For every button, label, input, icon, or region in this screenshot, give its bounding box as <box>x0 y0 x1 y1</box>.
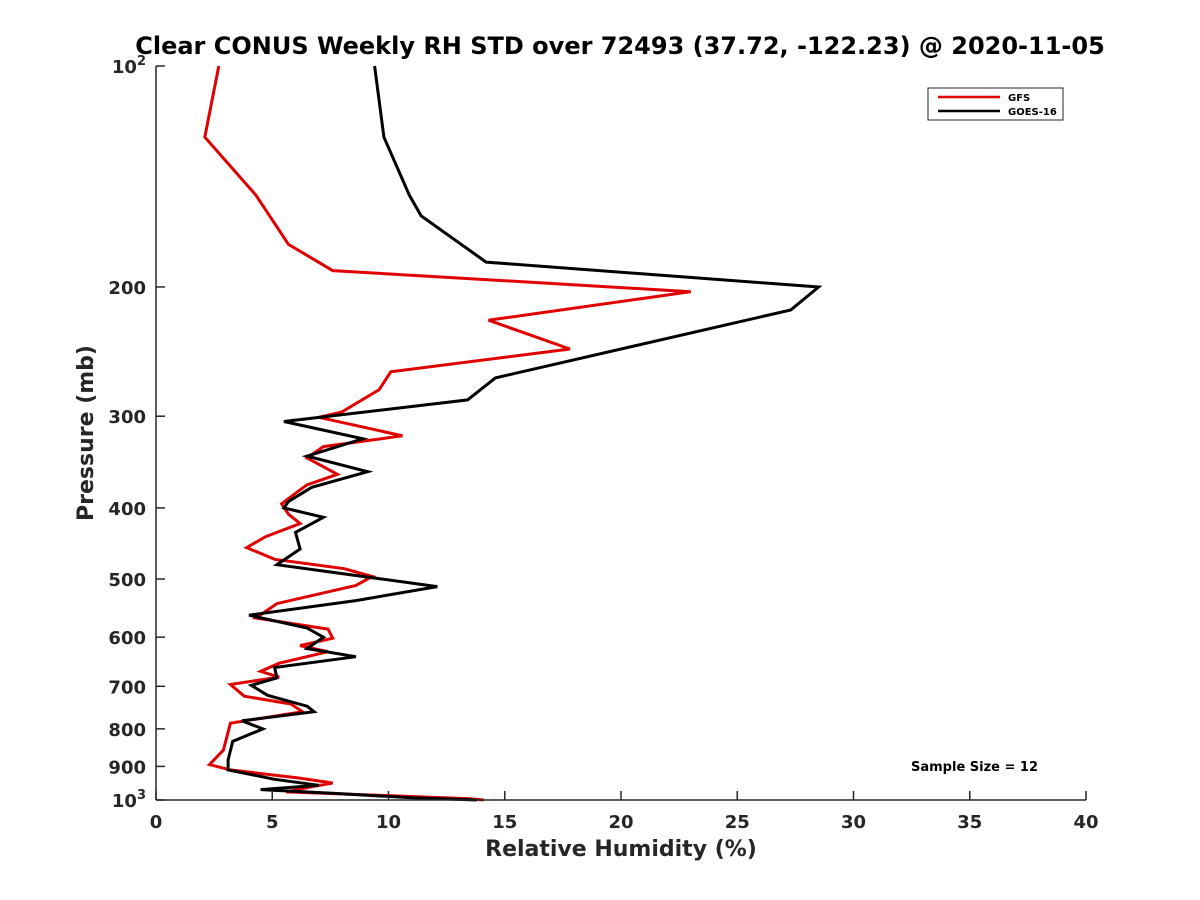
sample-size-annotation: Sample Size = 12 <box>911 760 1038 775</box>
x-axis-label: Relative Humidity (%) <box>485 837 757 862</box>
x-tick-label: 15 <box>492 812 517 833</box>
series-line-goes16 <box>226 65 823 802</box>
y-tick-label: 300 <box>108 407 146 428</box>
axes <box>155 66 1086 801</box>
x-tick-label: 30 <box>841 812 866 833</box>
legend-label-gfs: GFS <box>1008 93 1030 104</box>
x-tick-label: 5 <box>266 812 279 833</box>
y-tick-label: 700 <box>108 677 146 698</box>
chart-title: Clear CONUS Weekly RH STD over 72493 (37… <box>135 32 1105 60</box>
y-tick-label: 103 <box>112 788 146 812</box>
x-ticks: 0 5 10 15 20 25 30 35 40 <box>150 791 1099 833</box>
legend-box <box>927 87 1064 121</box>
y-tick-label: 900 <box>108 757 146 778</box>
x-tick-label: 40 <box>1073 812 1098 833</box>
y-tick-label: 200 <box>108 278 146 299</box>
y-tick-label: 102 <box>112 54 146 78</box>
legend-label-goes16: GOES-16 <box>1008 107 1057 118</box>
x-tick-label: 25 <box>725 812 750 833</box>
series-line-gfs <box>203 65 692 802</box>
x-tick-label: 0 <box>150 812 163 833</box>
x-tick-label: 20 <box>608 812 633 833</box>
y-tick-label: 600 <box>108 628 146 649</box>
y-tick-label: 500 <box>108 570 146 591</box>
x-tick-label: 35 <box>957 812 982 833</box>
legend: GFS GOES-16 <box>927 87 1064 121</box>
y-tick-label: 400 <box>108 499 146 520</box>
series-layer <box>203 65 823 802</box>
y-axis-label: Pressure (mb) <box>74 345 99 521</box>
y-tick-label: 800 <box>108 720 146 741</box>
x-tick-label: 10 <box>376 812 401 833</box>
y-ticks: 102 200 300 400 500 600 700 800 900 103 <box>108 54 165 812</box>
